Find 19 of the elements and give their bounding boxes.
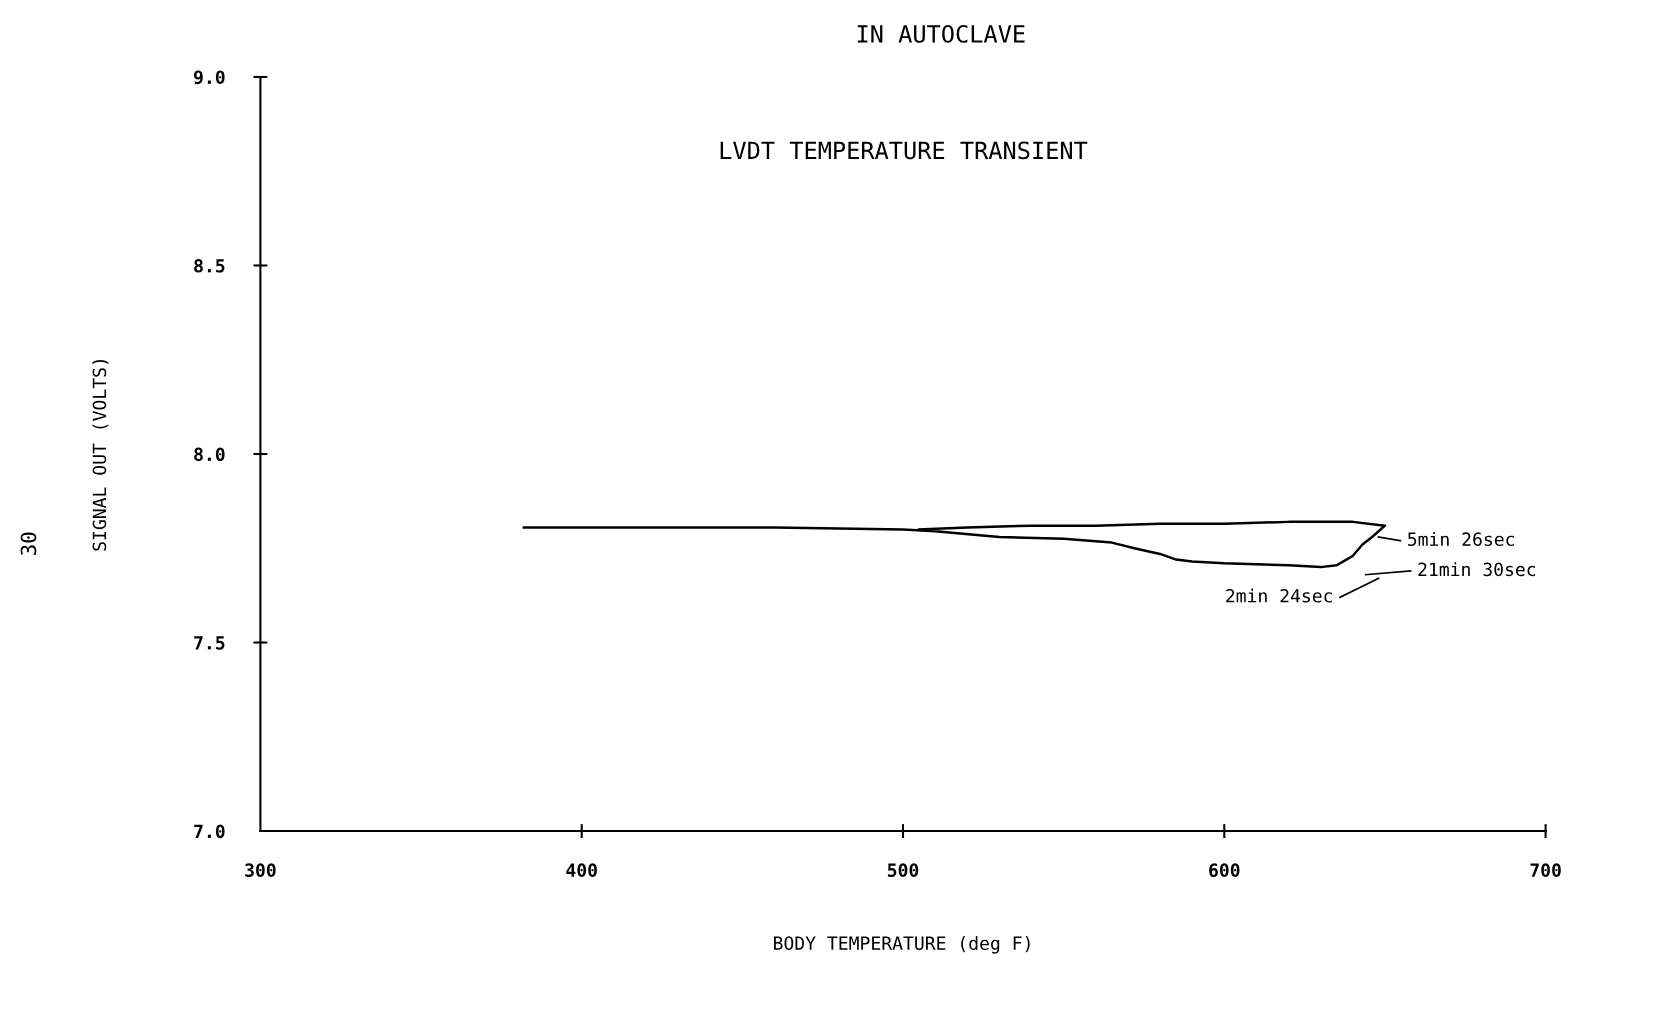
x-tick-label: 400 [566, 863, 597, 877]
text: 30 [20, 532, 37, 555]
annotation: 2min 24sec [1226, 588, 1333, 603]
line-series [522, 520, 1387, 569]
x-tick-label: 500 [887, 863, 919, 877]
y-tick-label: 8.0 [194, 447, 225, 462]
x-axis-title: BODY TEMPERATURE (deg F) [774, 936, 1030, 954]
chart-title: IN AUTOCLAVE [857, 24, 1025, 43]
y-tick-label: 7.5 [194, 636, 225, 650]
x-tick-label: 600 [1209, 863, 1240, 877]
y-axis-title: SIGNAL OUT (VOLTS) [92, 359, 109, 551]
annotation: 21min 30sec [1418, 562, 1536, 577]
y-tick-label: 8.5 [194, 258, 225, 273]
y-tick-label: 9.0 [194, 70, 225, 85]
text: LVDT TEMPERATURE TRANSIENT [720, 141, 1088, 160]
y-tick-label: 7.0 [194, 824, 225, 839]
x-tick-label: 300 [245, 863, 276, 877]
x-tick-label: 700 [1530, 863, 1561, 877]
annotation: 5min 26sec [1408, 532, 1514, 547]
